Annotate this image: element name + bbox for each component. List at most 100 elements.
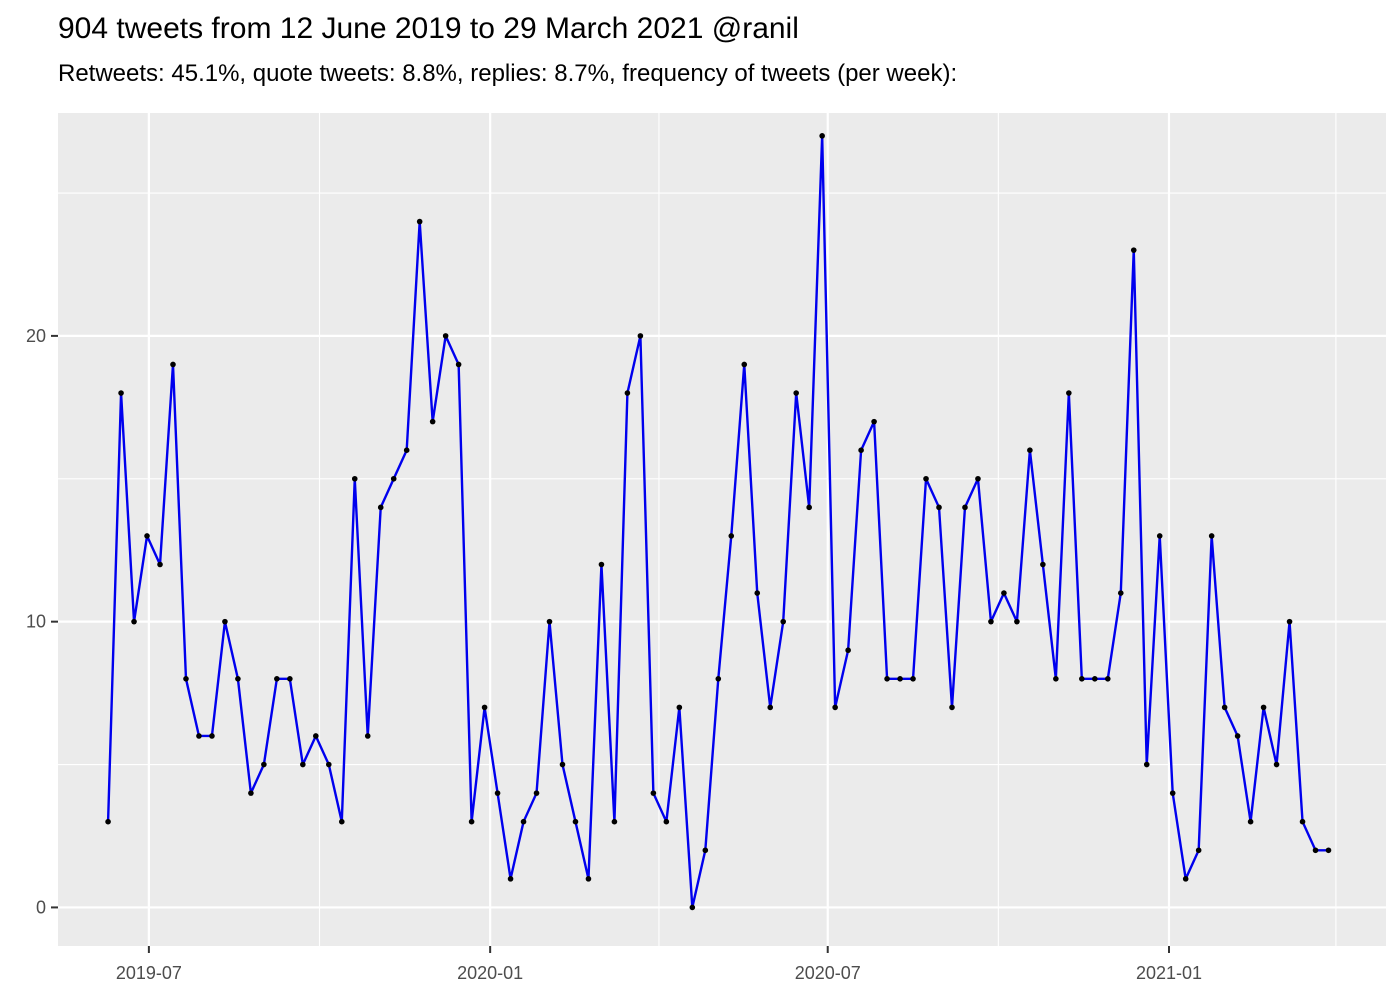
data-point [923,475,929,482]
x-tick-label: 2019-07 [116,963,182,983]
data-point [209,733,215,739]
data-point [507,876,514,882]
data-point [962,504,968,511]
data-point [455,361,462,368]
data-point [715,676,722,682]
data-point [845,647,851,654]
data-point [287,676,293,682]
data-point [1208,533,1215,539]
data-point [975,475,981,482]
data-point [754,590,761,596]
data-point [403,447,410,454]
data-point [1325,847,1332,854]
data-point [689,904,696,911]
data-point [819,133,825,139]
data-point [1169,790,1176,796]
data-point [170,361,176,368]
data-point [313,733,319,739]
data-point [806,504,812,511]
data-point [390,475,397,482]
data-point [871,418,877,425]
data-point [858,447,864,454]
data-point [936,504,942,511]
data-point [1195,847,1202,854]
data-point [1014,618,1020,625]
data-point [910,676,916,682]
data-point [144,533,150,539]
data-point [118,390,124,396]
data-point [442,333,449,339]
x-tick-label: 2020-01 [457,963,523,983]
data-point [949,704,955,711]
data-point [1104,676,1111,682]
series-points [105,133,1332,911]
data-point [572,818,579,825]
data-point [1079,676,1085,682]
data-point [351,475,358,482]
data-point [481,704,488,711]
data-point [300,761,306,768]
data-point [1234,733,1241,739]
data-point [338,818,345,825]
data-point [520,818,527,825]
data-point [196,733,202,739]
data-point [1312,847,1319,854]
data-point [832,704,838,711]
data-point [624,390,631,396]
data-point [767,704,774,711]
data-point [157,561,163,568]
data-point [897,676,903,682]
data-point [1053,676,1059,682]
data-point [261,761,267,768]
y-tick-label: 10 [26,612,46,632]
data-point [884,676,890,682]
data-point [429,418,436,425]
data-point [1182,876,1189,882]
data-point [663,818,670,825]
minor-gridlines [58,113,1386,946]
data-point [377,504,384,511]
plot-panel [58,113,1386,946]
data-point [702,847,709,854]
data-point [988,618,994,625]
data-point [1066,390,1072,396]
data-point [325,761,332,768]
axis-tick-labels: 2019-07 2020-01 2020-07 2021-01 0 10 20 [26,326,1202,983]
data-point [1260,704,1267,711]
data-point [559,761,566,768]
data-point [222,618,228,625]
data-point [1247,818,1254,825]
data-point [1117,590,1124,596]
data-point [1027,447,1033,454]
data-point [598,561,605,568]
data-point [1092,676,1098,682]
data-point [1156,533,1163,539]
data-point [533,790,540,796]
data-point [1221,704,1228,711]
y-tick-label: 0 [36,897,46,917]
data-point [416,218,423,225]
data-point [728,533,735,539]
data-point [468,818,475,825]
data-point [780,618,787,625]
data-point [650,790,657,796]
data-point [1040,561,1046,568]
axis-ticks [51,334,1170,953]
x-tick-label: 2021-01 [1136,963,1202,983]
data-point [1143,761,1150,768]
data-point [611,818,618,825]
data-point [235,676,241,682]
data-point [585,876,592,882]
data-point [741,361,748,368]
data-point [793,390,799,396]
data-point [494,790,501,796]
data-point [183,676,189,682]
x-tick-label: 2020-07 [795,963,861,983]
data-point [637,333,644,339]
data-point [105,818,111,825]
data-point [546,618,553,625]
data-point [364,733,371,739]
data-point [1286,618,1293,625]
data-point [676,704,683,711]
y-tick-label: 20 [26,326,46,346]
